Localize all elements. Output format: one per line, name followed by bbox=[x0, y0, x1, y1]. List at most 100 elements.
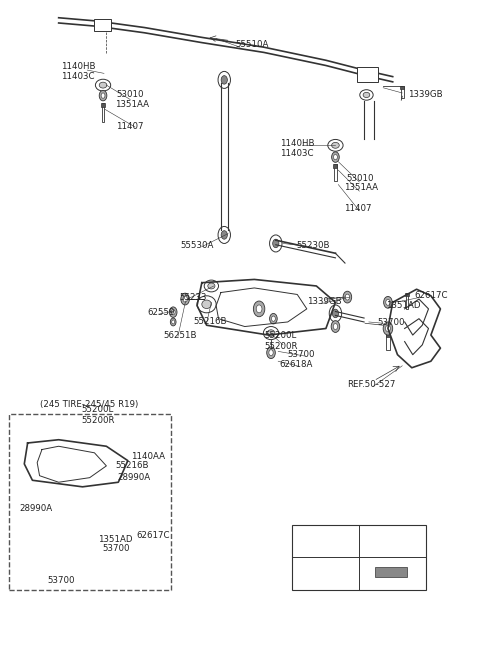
Circle shape bbox=[332, 309, 338, 318]
Ellipse shape bbox=[267, 330, 275, 336]
Text: 55530A: 55530A bbox=[180, 241, 214, 250]
Circle shape bbox=[171, 309, 175, 315]
Text: 54558B: 54558B bbox=[309, 535, 343, 543]
Circle shape bbox=[172, 320, 175, 324]
Bar bbox=[101, 103, 105, 106]
Text: 11407: 11407 bbox=[344, 204, 372, 214]
Circle shape bbox=[329, 305, 342, 322]
Circle shape bbox=[320, 564, 332, 579]
Circle shape bbox=[383, 322, 393, 335]
Bar bbox=[97, 530, 101, 533]
Circle shape bbox=[118, 532, 121, 537]
Text: 1339GB: 1339GB bbox=[307, 297, 341, 306]
Text: 54645: 54645 bbox=[378, 535, 407, 543]
Bar bbox=[385, 333, 390, 336]
Text: 55216B: 55216B bbox=[115, 461, 148, 470]
Text: 62559: 62559 bbox=[147, 307, 174, 317]
Text: 1339GB: 1339GB bbox=[408, 91, 443, 99]
Circle shape bbox=[28, 510, 32, 516]
Text: 1140HB
11403C: 1140HB 11403C bbox=[280, 139, 314, 158]
Ellipse shape bbox=[99, 82, 107, 88]
Bar bbox=[375, 566, 408, 577]
Text: 53700: 53700 bbox=[288, 350, 315, 359]
Circle shape bbox=[94, 455, 100, 463]
Text: 1140AA: 1140AA bbox=[131, 451, 165, 461]
Circle shape bbox=[269, 350, 273, 355]
Circle shape bbox=[270, 235, 282, 252]
Text: 62617C: 62617C bbox=[414, 290, 448, 300]
Circle shape bbox=[81, 471, 84, 476]
Circle shape bbox=[69, 463, 75, 471]
Bar bbox=[9, 413, 171, 590]
Ellipse shape bbox=[332, 143, 339, 148]
Bar bbox=[405, 293, 409, 296]
Text: 53010: 53010 bbox=[346, 173, 373, 183]
Text: (245 TIRE-245/45 R19): (245 TIRE-245/45 R19) bbox=[39, 400, 138, 409]
Bar bbox=[334, 164, 337, 168]
Ellipse shape bbox=[197, 296, 216, 313]
Circle shape bbox=[169, 307, 177, 317]
Text: 53700: 53700 bbox=[48, 576, 75, 585]
Circle shape bbox=[332, 152, 339, 162]
Text: 55200L
55200R: 55200L 55200R bbox=[82, 405, 115, 424]
Circle shape bbox=[333, 324, 337, 329]
Bar bbox=[406, 293, 408, 309]
Circle shape bbox=[26, 508, 34, 518]
Circle shape bbox=[221, 76, 228, 84]
Text: 55200L
55200R: 55200L 55200R bbox=[265, 331, 298, 351]
Text: 28990A: 28990A bbox=[20, 504, 53, 513]
Bar bbox=[401, 86, 404, 97]
Text: 28990A: 28990A bbox=[117, 472, 150, 482]
Circle shape bbox=[334, 154, 337, 160]
Text: REF.50-527: REF.50-527 bbox=[348, 380, 396, 388]
Text: 11407: 11407 bbox=[116, 122, 144, 131]
Circle shape bbox=[218, 227, 230, 244]
Circle shape bbox=[170, 318, 176, 326]
Ellipse shape bbox=[264, 327, 279, 340]
Bar bbox=[400, 86, 404, 89]
Circle shape bbox=[331, 321, 340, 332]
Circle shape bbox=[385, 325, 390, 332]
Circle shape bbox=[49, 507, 59, 520]
Text: 53010: 53010 bbox=[116, 91, 144, 99]
Bar bbox=[386, 333, 390, 350]
Circle shape bbox=[323, 568, 329, 576]
Ellipse shape bbox=[202, 300, 211, 309]
Circle shape bbox=[386, 300, 390, 306]
Text: 56251B: 56251B bbox=[164, 330, 197, 340]
Circle shape bbox=[256, 305, 262, 313]
Ellipse shape bbox=[20, 454, 38, 471]
Circle shape bbox=[116, 530, 123, 539]
Ellipse shape bbox=[204, 280, 218, 292]
Bar bbox=[334, 164, 337, 181]
Circle shape bbox=[267, 347, 276, 359]
Circle shape bbox=[272, 316, 276, 321]
Text: 1351AD: 1351AD bbox=[98, 535, 132, 544]
Circle shape bbox=[97, 529, 101, 534]
Circle shape bbox=[273, 239, 279, 248]
Bar bbox=[102, 103, 105, 122]
Ellipse shape bbox=[26, 502, 34, 509]
Text: 62617C: 62617C bbox=[136, 531, 170, 540]
Text: 55216B: 55216B bbox=[194, 317, 227, 327]
Text: 62618A: 62618A bbox=[280, 360, 313, 369]
Circle shape bbox=[221, 231, 228, 239]
Text: 53700: 53700 bbox=[103, 545, 130, 553]
Circle shape bbox=[66, 459, 78, 475]
Text: 55233: 55233 bbox=[180, 293, 207, 302]
Bar bbox=[133, 530, 137, 549]
Bar bbox=[132, 530, 137, 533]
Ellipse shape bbox=[208, 283, 215, 289]
Text: 1351AA: 1351AA bbox=[344, 183, 378, 192]
Circle shape bbox=[384, 296, 392, 308]
Ellipse shape bbox=[24, 459, 34, 467]
Circle shape bbox=[343, 291, 352, 303]
Ellipse shape bbox=[76, 438, 94, 452]
Text: 53700: 53700 bbox=[377, 318, 405, 327]
Circle shape bbox=[79, 468, 86, 479]
Ellipse shape bbox=[363, 93, 370, 97]
Text: 55230B: 55230B bbox=[296, 241, 330, 250]
Circle shape bbox=[270, 313, 277, 324]
Ellipse shape bbox=[96, 79, 111, 91]
Circle shape bbox=[218, 72, 230, 89]
